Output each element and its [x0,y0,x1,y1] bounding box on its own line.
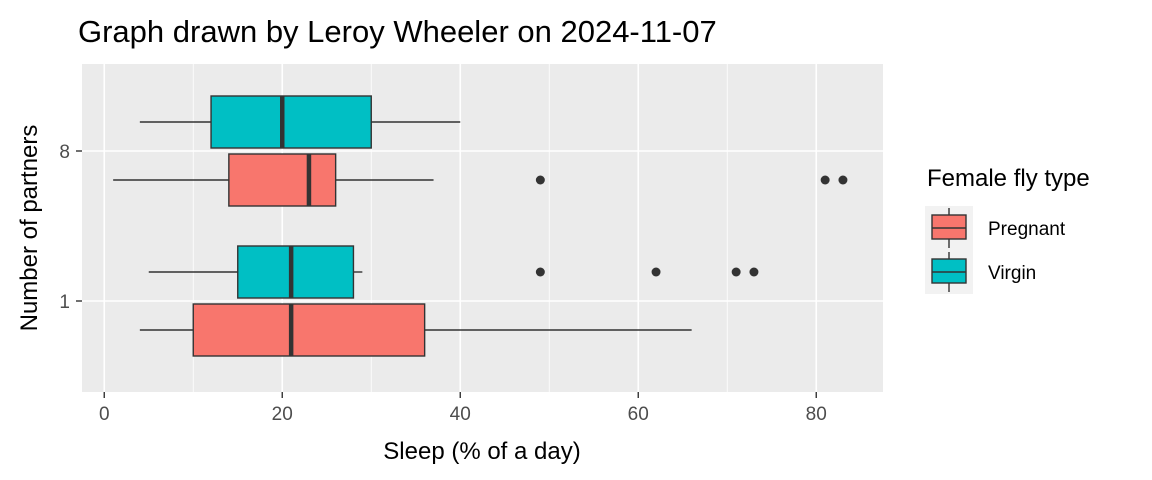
grid-major [82,64,883,392]
chart-title: Graph drawn by Leroy Wheeler on 2024-11-… [78,14,717,49]
y-axis-title: Number of partners [16,125,43,332]
outlier-point [820,175,830,185]
box-iqr [192,303,426,357]
y-axis: 18 [59,142,82,313]
box-virgin-1 [148,245,759,299]
x-axis-title: Sleep (% of a day) [383,438,580,465]
box-iqr [228,153,337,207]
legend-key-box [931,214,967,240]
legend-label: Pregnant [988,219,1066,240]
x-tick-label: 0 [99,404,110,425]
x-tick-label: 40 [450,404,471,425]
x-axis: 0 20 40 60 80 [99,392,827,425]
box-iqr [237,245,355,299]
legend-label: Virgin [988,263,1036,284]
outlier-point [651,267,661,277]
x-tick-label: 60 [628,404,649,425]
outlier-point [838,175,848,185]
legend-item-pregnant: Pregnant [925,206,1066,250]
box-iqr [210,95,372,149]
outlier-point [749,267,759,277]
outlier-point [731,267,741,277]
y-tick-label: 1 [59,292,70,313]
outlier-point [535,267,545,277]
box-pregnant-1 [139,303,692,357]
x-tick-label: 80 [806,404,827,425]
box-virgin-8 [139,95,461,149]
legend-keys: Pregnant Virgin [925,206,1066,294]
x-tick-label: 20 [272,404,293,425]
legend-item-virgin: Virgin [925,250,1036,294]
box-pregnant-8 [113,153,848,207]
legend-key-box [931,258,967,284]
boxes [113,95,848,357]
y-tick-label: 8 [59,142,70,163]
outlier-point [535,175,545,185]
legend: Female fly type Pregnant Virgin [925,165,1090,294]
legend-title: Female fly type [927,165,1090,192]
